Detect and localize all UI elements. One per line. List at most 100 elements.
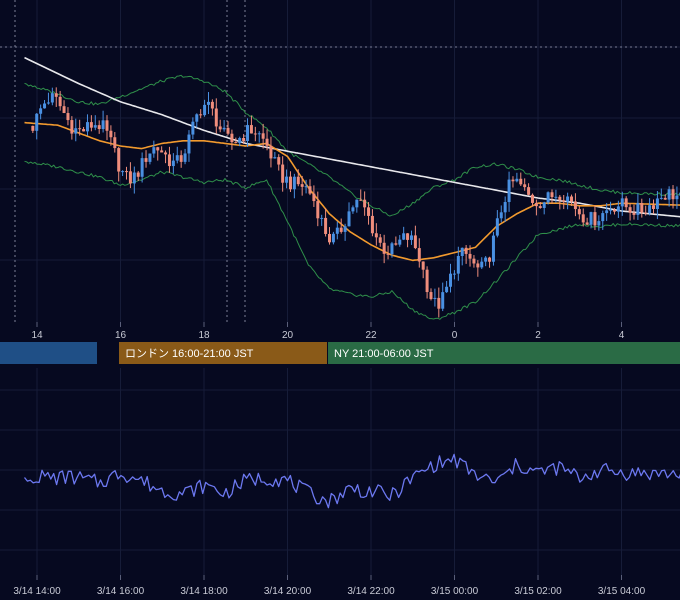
candle-body [456,256,460,274]
candle-body [612,209,616,212]
candle-body [550,192,554,198]
candle-body [433,297,437,300]
candle-body [374,233,378,238]
bottom-tick-label: 3/14 16:00 [97,586,145,597]
bottom-tick-label: 3/15 02:00 [514,586,562,597]
candle-body [35,113,39,131]
candle-body [316,201,320,219]
candle-body [144,158,148,162]
candle-body [281,164,285,183]
candle-body [171,160,175,167]
candle-body [320,217,324,219]
candle-body [62,106,66,114]
candle-body [113,137,117,149]
candle-body [288,176,292,190]
price-time-axis: 14 16 18 20 22 0 2 4 [0,322,680,342]
moving-average-short-line [24,121,680,262]
candle-body [230,133,234,143]
candle-body [70,120,74,134]
candle-body [261,133,265,139]
candle-body [503,202,507,213]
candle-body [109,130,113,138]
bottom-tick-label: 3/14 18:00 [180,586,228,597]
candle-body [495,218,499,236]
candle-body [269,145,273,159]
candle-body [206,101,210,105]
candle-body [152,147,156,154]
bottom-tick-label: 3/14 22:00 [347,586,395,597]
candle-body [136,172,140,177]
candle-body [421,261,425,270]
candle-body [460,247,464,257]
candle-body [164,152,168,155]
candle-body [636,203,640,215]
candle-body [148,153,152,162]
candle-body [31,125,35,131]
candle-body [413,235,417,249]
candle-body [273,157,277,159]
candle-body [390,243,394,255]
candle-body [652,205,656,209]
candle-body [523,184,527,188]
candle-body [296,176,300,185]
bottom-tick-label: 3/15 04:00 [598,586,646,597]
candle-body [222,127,226,130]
session-label: NY 21:00-06:00 JST [334,348,434,360]
candle-body [335,227,339,234]
candle-body [285,176,289,183]
candle-body [238,137,242,144]
candle-body [464,247,468,254]
candle-body [640,203,644,213]
event-markers [14,0,246,322]
session-band-0 [0,342,97,364]
candle-body [203,104,207,116]
candle-body [367,207,371,216]
candle-body [363,199,367,208]
candle-body [554,196,558,198]
candle-body [89,122,93,128]
candle-body [218,126,222,130]
candle-body [449,273,453,287]
candle-body [347,211,351,227]
candles [31,87,680,318]
candle-body [605,210,609,214]
candle-body [406,233,410,240]
candle-body [195,114,199,122]
candle-body [97,125,101,130]
candle-body [484,257,488,262]
candle-body [331,233,335,243]
candle-body [573,201,577,210]
candle-body [527,187,531,195]
time-axis-strip [0,322,680,342]
candle-body [593,212,597,226]
x-tick-label: 20 [282,330,294,341]
candle-body [300,184,304,187]
candle-body [644,212,648,214]
candle-body [511,179,515,182]
candle-body [226,127,230,134]
candle-body [78,128,82,130]
candle-body [39,108,43,114]
candle-body [246,125,250,141]
candle-body [519,178,523,185]
candle-body [542,202,546,208]
bottom-tick-label: 3/14 20:00 [264,586,312,597]
x-tick-label: 2 [535,330,541,341]
x-tick-label: 18 [198,330,210,341]
candle-body [394,243,398,245]
candle-body [468,253,472,259]
candle-body [175,155,179,161]
candle-body [312,193,316,202]
candle-body [417,248,421,262]
candle-body [242,137,246,141]
candle-body [199,114,203,116]
candle-body [105,120,109,131]
candle-body [125,171,129,173]
candle-body [452,273,456,275]
candle-body [663,197,667,200]
candle-body [671,189,675,200]
session-band: ロンドン 16:00-21:00 JST NY 21:00-06:00 JST [0,342,680,364]
candle-body [359,199,363,201]
candle-body [253,133,257,135]
candle-body [675,195,679,200]
